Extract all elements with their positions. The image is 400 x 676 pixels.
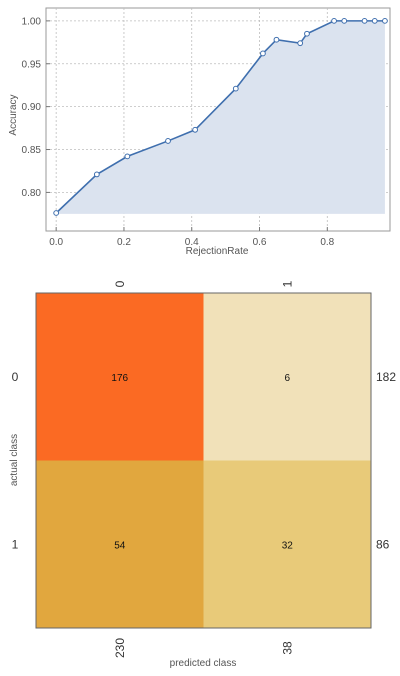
y-axis-label: Accuracy (8, 94, 19, 135)
x-axis-label: RejectionRate (186, 246, 249, 257)
data-points (53, 17, 388, 216)
data-point-4 (192, 126, 199, 133)
data-point-0 (53, 210, 60, 216)
data-point-6 (260, 50, 266, 57)
data-point-7 (273, 36, 280, 43)
matrix-border (35, 292, 372, 629)
cell-value-1-1: 32 (282, 540, 294, 551)
x-tick-label-0: 0.0 (49, 237, 63, 248)
x-ticks: 0.0 0.2 0.4 0.6 0.8 (49, 227, 335, 248)
cell-value-0-1: 6 (284, 373, 290, 384)
actual-class-label-1: 1 (12, 537, 19, 551)
y-ticks: 0.80 0.85 0.90 0.95 1.00 (22, 16, 50, 199)
row-total-0: 182 (376, 370, 396, 384)
x-axis-label: predicted class (170, 658, 237, 669)
data-point-12 (361, 17, 368, 24)
y-tick-label-4: 1.00 (22, 16, 42, 27)
area-fill (56, 20, 385, 214)
y-tick-label-0: 0.80 (22, 188, 42, 199)
row-total-1: 86 (376, 537, 390, 551)
accuracy-area (56, 20, 385, 214)
data-point-13 (371, 17, 378, 24)
data-point-8 (297, 40, 304, 47)
cell-value-1-0: 54 (114, 540, 126, 551)
column-total-1: 38 (280, 641, 294, 655)
data-point-14 (382, 17, 388, 24)
data-point-1 (93, 171, 100, 178)
x-tick-label-2: 0.4 (185, 237, 199, 248)
y-tick-label-3: 0.95 (22, 59, 42, 70)
y-tick-label-1: 0.85 (22, 145, 42, 156)
cell-value-0-0: 176 (111, 373, 128, 384)
data-point-3 (165, 138, 171, 144)
x-tick-label-1: 0.2 (117, 237, 131, 248)
accuracy-rejection-chart: 0.0 0.2 0.4 0.6 0.8 0.80 0.85 0.90 0.95 1.00 Rej… (8, 7, 391, 257)
matrix-cells: 176 6 54 32 (36, 293, 371, 628)
data-point-10 (331, 17, 337, 24)
data-point-9 (304, 30, 310, 37)
predicted-class-label-0: 0 (113, 280, 127, 287)
cell-1-0 (36, 460, 204, 628)
cell-0-0 (36, 293, 204, 461)
x-tick-label-3: 0.6 (253, 237, 267, 248)
data-point-11 (341, 17, 348, 24)
y-tick-label-2: 0.90 (22, 102, 42, 113)
data-point-5 (232, 85, 239, 92)
matrix-edge-labels: 0 230 1 38 0 182 1 86 (12, 280, 397, 658)
y-axis-label: actual class (9, 434, 20, 486)
x-tick-label-4: 0.8 (320, 237, 334, 248)
column-total-0: 230 (113, 638, 127, 658)
cell-1-1 (203, 460, 371, 628)
cell-0-1 (203, 293, 371, 461)
data-point-2 (124, 153, 131, 160)
actual-class-label-0: 0 (12, 370, 19, 384)
predicted-class-label-1: 1 (280, 280, 294, 287)
